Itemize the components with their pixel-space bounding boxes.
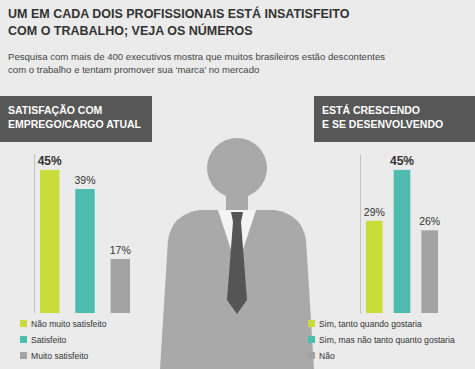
axis-line <box>34 155 35 314</box>
chart-title-box <box>0 96 152 142</box>
body <box>160 210 314 369</box>
legend-label: Muito satisfeito <box>31 351 89 361</box>
title: UM EM CADA DOIS PROFISSIONAIS ESTÁ INSAT… <box>8 6 350 38</box>
chart-title-line: E SE DESENVOLVENDO <box>322 118 443 130</box>
subtitle-line: Pesquisa com mais de 400 executivos most… <box>8 51 385 62</box>
legend: Não muito satisfeito Satisfeito Muito sati… <box>20 319 107 361</box>
data-label: 29% <box>364 206 385 218</box>
background <box>0 0 475 369</box>
title-line: COM O TRABALHO; VEJA OS NÚMEROS <box>8 23 253 38</box>
legend-swatch <box>308 352 315 359</box>
chart-title: SATISFAÇÃO COM EMPREGO/CARGO ATUAL <box>8 104 142 130</box>
chart-title-line: SATISFAÇÃO COM <box>8 104 103 116</box>
legend-swatch <box>308 336 315 343</box>
head <box>207 138 267 198</box>
bars <box>40 170 130 313</box>
legend: Sim, tanto quando gostaria Sim, mas não t… <box>308 319 455 361</box>
legend-label: Sim, tanto quando gostaria <box>319 319 422 329</box>
legend-swatch <box>308 320 315 327</box>
bars <box>366 170 438 313</box>
chart-title-line: EMPREGO/CARGO ATUAL <box>8 118 142 130</box>
subtitle-line: com o trabalho e tentam promover sua ‘ma… <box>8 64 259 75</box>
person-illustration <box>160 138 314 369</box>
data-label: 45% <box>390 154 414 168</box>
data-label: 26% <box>419 215 440 227</box>
subtitle: Pesquisa com mais de 400 executivos most… <box>8 51 385 75</box>
bar <box>75 189 94 313</box>
chart-title-box <box>314 96 475 142</box>
legend-label: Satisfeito <box>31 335 67 345</box>
bar <box>421 230 438 313</box>
legend-label: Sim, mas não tanto quanto gostaria <box>319 335 455 345</box>
tie <box>227 212 247 314</box>
bar <box>40 170 59 313</box>
data-label: 39% <box>74 174 95 186</box>
legend-swatch <box>20 320 27 327</box>
bar <box>111 259 130 313</box>
chart: ESTÁ CRESCENDO E SE DESENVOLVENDO 29% 45% 26… <box>308 96 475 361</box>
legend-label: Não <box>319 351 335 361</box>
legend-label: Não muito satisfeito <box>31 319 107 329</box>
data-label: 45% <box>38 154 62 168</box>
infographic: UM EM CADA DOIS PROFISSIONAIS ESTÁ INSAT… <box>0 0 475 369</box>
y-axis <box>360 155 361 314</box>
chart-title-line: ESTÁ CRESCENDO <box>322 104 420 116</box>
bar <box>394 170 411 313</box>
legend-swatch <box>20 336 27 343</box>
legend-swatch <box>20 352 27 359</box>
chart-title: ESTÁ CRESCENDO E SE DESENVOLVENDO <box>322 104 443 130</box>
axis-line <box>360 155 361 314</box>
y-axis <box>34 155 35 314</box>
chart: SATISFAÇÃO COM EMPREGO/CARGO ATUAL 45% 39% 1… <box>0 96 152 361</box>
bar <box>366 221 383 313</box>
data-label: 17% <box>110 244 131 256</box>
title-line: UM EM CADA DOIS PROFISSIONAIS ESTÁ INSAT… <box>8 6 350 21</box>
